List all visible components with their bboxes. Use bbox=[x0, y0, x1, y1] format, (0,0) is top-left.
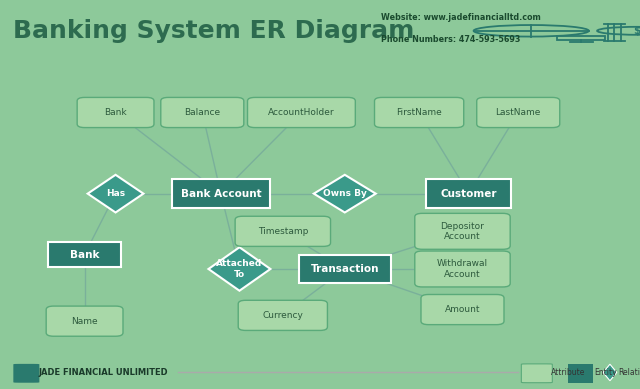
FancyBboxPatch shape bbox=[46, 306, 123, 336]
FancyBboxPatch shape bbox=[13, 364, 39, 383]
Text: Relationship: Relationship bbox=[619, 368, 640, 377]
Text: Owns By: Owns By bbox=[323, 189, 367, 198]
Text: Phone Numbers: 474-593-5693: Phone Numbers: 474-593-5693 bbox=[381, 35, 520, 44]
Text: FirstName: FirstName bbox=[396, 108, 442, 117]
FancyBboxPatch shape bbox=[238, 300, 328, 330]
FancyBboxPatch shape bbox=[477, 97, 560, 128]
FancyBboxPatch shape bbox=[568, 364, 593, 382]
FancyBboxPatch shape bbox=[299, 255, 390, 283]
Text: Name: Name bbox=[71, 317, 98, 326]
Text: Bank: Bank bbox=[70, 249, 99, 259]
Text: Timestamp: Timestamp bbox=[258, 227, 308, 236]
Text: Balance: Balance bbox=[184, 108, 220, 117]
Text: Attached
To: Attached To bbox=[216, 259, 262, 279]
Text: Bank Account: Bank Account bbox=[180, 189, 261, 199]
Text: Amount: Amount bbox=[445, 305, 480, 314]
Text: LastName: LastName bbox=[495, 108, 541, 117]
Text: Transaction: Transaction bbox=[310, 264, 379, 274]
FancyBboxPatch shape bbox=[426, 179, 511, 208]
Text: Currency: Currency bbox=[262, 311, 303, 320]
Text: Withdrawal
Account: Withdrawal Account bbox=[437, 259, 488, 279]
Polygon shape bbox=[209, 247, 271, 291]
Polygon shape bbox=[603, 364, 617, 381]
Text: Has: Has bbox=[106, 189, 125, 198]
Polygon shape bbox=[314, 175, 376, 212]
FancyBboxPatch shape bbox=[77, 97, 154, 128]
FancyBboxPatch shape bbox=[415, 213, 510, 249]
Text: Attribute: Attribute bbox=[551, 368, 586, 377]
FancyBboxPatch shape bbox=[421, 294, 504, 325]
Text: AccountHolder: AccountHolder bbox=[268, 108, 335, 117]
FancyBboxPatch shape bbox=[415, 251, 510, 287]
Text: Depositor
Account: Depositor Account bbox=[440, 222, 484, 241]
Text: Bank: Bank bbox=[104, 108, 127, 117]
Text: Website: www.jadefinancialltd.com: Website: www.jadefinancialltd.com bbox=[381, 14, 541, 23]
FancyBboxPatch shape bbox=[48, 242, 121, 267]
FancyBboxPatch shape bbox=[172, 179, 270, 208]
Text: JADE FINANCIAL UNLIMITED: JADE FINANCIAL UNLIMITED bbox=[39, 368, 168, 377]
FancyBboxPatch shape bbox=[522, 364, 552, 383]
Polygon shape bbox=[88, 175, 143, 212]
Text: $: $ bbox=[633, 26, 640, 36]
FancyBboxPatch shape bbox=[235, 216, 330, 246]
FancyBboxPatch shape bbox=[161, 97, 244, 128]
FancyBboxPatch shape bbox=[248, 97, 355, 128]
Text: Banking System ER Diagram: Banking System ER Diagram bbox=[13, 19, 414, 43]
Text: Customer: Customer bbox=[440, 189, 497, 199]
Text: Entity: Entity bbox=[594, 368, 616, 377]
FancyBboxPatch shape bbox=[374, 97, 464, 128]
